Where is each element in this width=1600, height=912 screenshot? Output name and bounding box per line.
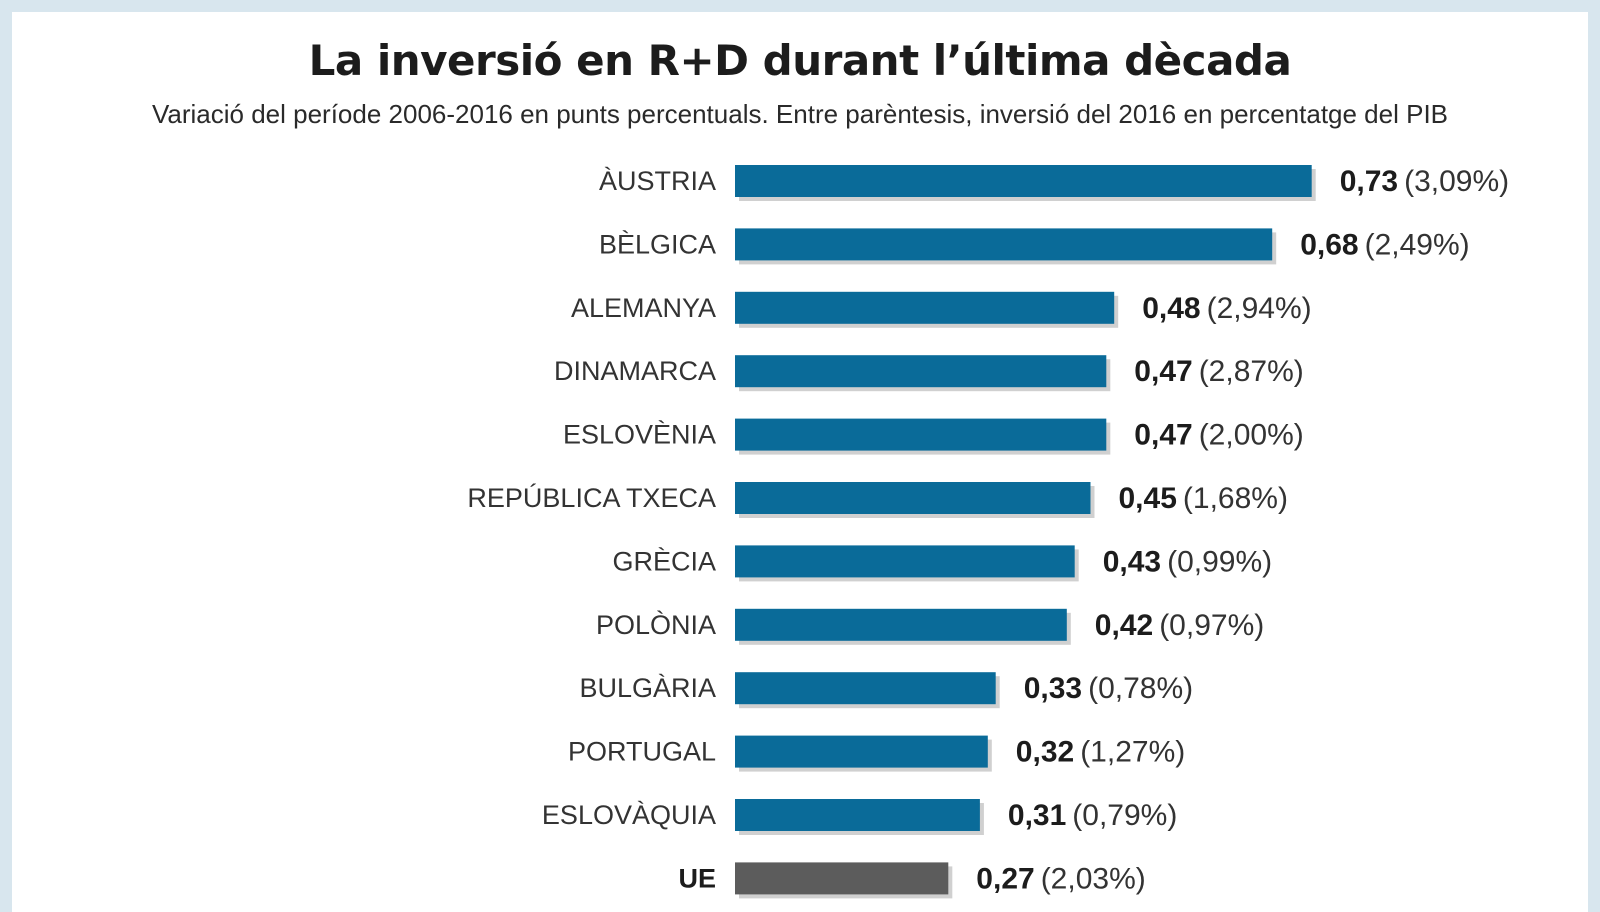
value-change-belgica: 0,68 [1300,228,1358,261]
value-label-republica-txeca: 0,45 (1,68%) [1119,482,1288,515]
category-label-portugal: PORTUGAL [568,737,716,767]
bar-ue [735,862,949,895]
value-change-austria: 0,73 [1340,165,1398,198]
value-label-belgica: 0,68 (2,49%) [1300,228,1469,261]
category-label-ue: UE [678,863,716,893]
value-gdp-polonia: (0,97%) [1159,609,1264,642]
value-label-grecia: 0,43 (0,99%) [1103,545,1272,578]
value-label-bulgaria: 0,33 (0,78%) [1024,672,1193,705]
chart-subtitle: Variació del període 2006-2016 en punts … [151,99,1449,129]
value-gdp-alemanya: (2,94%) [1207,292,1312,325]
category-label-belgica: BÈLGICA [599,229,716,259]
category-label-grecia: GRÈCIA [612,546,716,576]
category-label-austria: ÀUSTRIA [599,166,716,196]
value-label-eslovaquia: 0,31 (0,79%) [1008,799,1177,832]
bar-bulgaria [735,672,996,705]
chart-title: La inversió en R+D durant l’última dècad… [308,36,1292,85]
bar-polonia [735,608,1067,641]
category-label-alemanya: ALEMANYA [571,293,716,323]
category-label-eslovenia: ESLOVÈNIA [563,420,716,450]
value-label-ue: 0,27 (2,03%) [976,862,1145,895]
value-change-eslovaquia: 0,31 [1008,799,1066,832]
bar-dinamarca [735,355,1107,388]
value-gdp-dinamarca: (2,87%) [1199,355,1304,388]
bar-eslovenia [735,418,1107,451]
category-label-dinamarca: DINAMARCA [554,356,716,386]
value-label-dinamarca: 0,47 (2,87%) [1134,355,1303,388]
bar-belgica [735,228,1273,261]
value-change-portugal: 0,32 [1016,736,1074,769]
bar-portugal [735,735,988,768]
value-change-ue: 0,27 [976,862,1034,895]
value-change-polonia: 0,42 [1095,609,1153,642]
value-label-eslovenia: 0,47 (2,00%) [1134,419,1303,452]
value-label-alemanya: 0,48 (2,94%) [1142,292,1311,325]
value-change-republica-txeca: 0,45 [1119,482,1177,515]
bar-eslovaquia [735,799,980,831]
value-gdp-belgica: (2,49%) [1365,228,1470,261]
value-change-alemanya: 0,48 [1142,292,1200,325]
value-gdp-eslovaquia: (0,79%) [1072,799,1177,832]
bar-republica-txeca [735,482,1091,514]
value-label-portugal: 0,32 (1,27%) [1016,736,1185,769]
value-gdp-ue: (2,03%) [1041,862,1146,895]
value-gdp-grecia: (0,99%) [1167,545,1272,578]
value-label-austria: 0,73 (3,09%) [1340,165,1509,198]
value-gdp-bulgaria: (0,78%) [1088,672,1193,705]
bar-austria [735,165,1312,197]
bar-alemanya [735,291,1115,324]
value-change-grecia: 0,43 [1103,545,1161,578]
category-label-polonia: POLÒNIA [596,609,716,640]
bar-grecia [735,545,1075,578]
value-change-dinamarca: 0,47 [1134,355,1192,388]
value-label-polonia: 0,42 (0,97%) [1095,609,1264,642]
category-label-bulgaria: BULGÀRIA [579,673,716,703]
category-label-republica-txeca: REPÚBLICA TXECA [467,482,716,513]
value-gdp-portugal: (1,27%) [1080,736,1185,769]
value-gdp-austria: (3,09%) [1404,165,1509,198]
category-label-eslovaquia: ESLOVÀQUIA [542,800,716,830]
value-change-eslovenia: 0,47 [1134,419,1192,452]
value-gdp-eslovenia: (2,00%) [1199,419,1304,452]
value-change-bulgaria: 0,33 [1024,672,1082,705]
value-gdp-republica-txeca: (1,68%) [1183,482,1288,515]
